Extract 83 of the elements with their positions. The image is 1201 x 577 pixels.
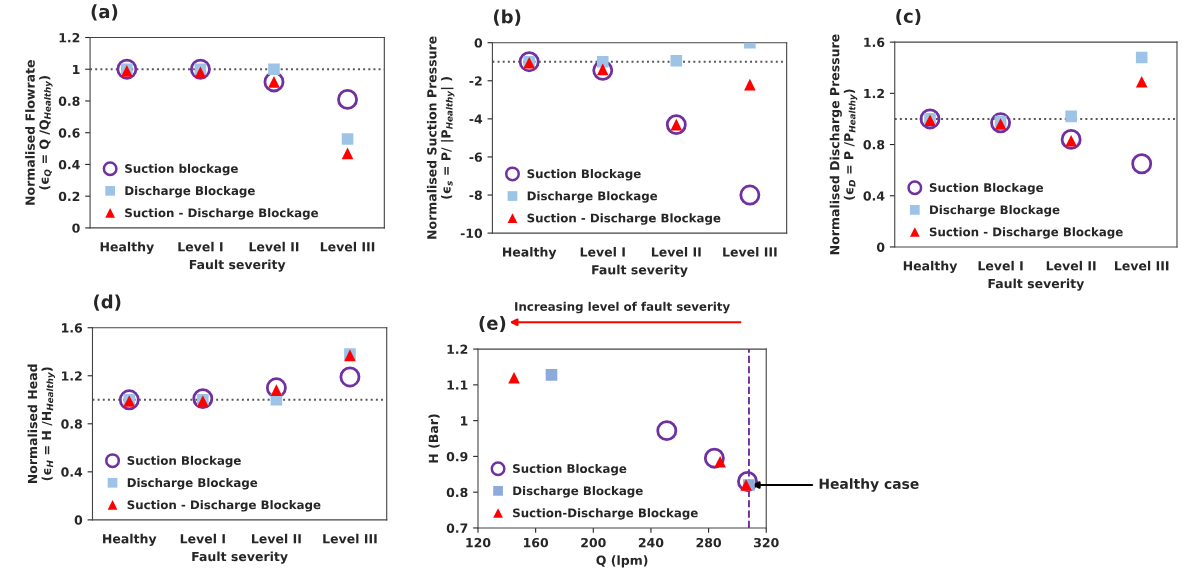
x-tick-label: Level III	[320, 241, 375, 252]
x-tick-label: Level II	[249, 241, 299, 252]
chart-title: (b)	[493, 9, 521, 26]
y-axis-title: Normalised Suction Pressure (ϵ$_{s}$ = P/ |P$_{Healthy}$| )	[426, 36, 455, 239]
x-tick-label: 320	[754, 537, 779, 548]
y-tick-label: 0.7	[446, 523, 468, 533]
y-axis-title: Normalised Head (ϵ$_{H}$ = H /H$_{Healthy}$)	[27, 364, 55, 484]
y-tick-label: -2	[469, 76, 482, 86]
y-tick-label: -10	[460, 228, 483, 239]
chart-title: (d)	[94, 294, 121, 311]
legend-label: Suction - Discharge Blockage	[527, 213, 721, 225]
y-tick-label: 0.8	[61, 419, 82, 429]
legend-label: Discharge Blockage	[527, 191, 658, 203]
chart-title: (a)	[91, 4, 118, 21]
annotation: Healthy case	[819, 478, 919, 492]
x-tick-label: 120	[466, 537, 491, 548]
legend-label: Suction-Discharge Blockage	[513, 508, 698, 520]
y-axis-title: Normalised Flowrate (ϵ$_{Q}$ = Q /Q$_{Healthy}$)	[25, 60, 53, 205]
x-tick-label: Level III	[723, 247, 777, 257]
y-tick-label: 1	[73, 64, 80, 74]
y-axis-title: Normalised Discharge Pressure (ϵ$_{D}$ = P /P$_{Healthy}$)	[829, 34, 858, 255]
legend-label: Suction - Discharge Blockage	[125, 208, 319, 220]
legend-label: Discharge Blockage	[930, 205, 1060, 217]
legend-label: Suction Blockage	[127, 455, 241, 468]
x-tick-label: Level I	[180, 533, 225, 544]
legend-label: Discharge Blockage	[513, 486, 643, 498]
chart-title: (e)	[479, 315, 506, 333]
y-tick-label: -6	[469, 152, 483, 162]
y-tick-label: 0.4	[863, 191, 885, 201]
legend-label: Suction Blockage	[929, 182, 1044, 195]
x-tick-label: Level II	[1046, 260, 1096, 271]
legend-label: Suction Blockage	[527, 169, 641, 181]
x-axis-title: Fault severity	[192, 551, 288, 564]
y-tick-label: 0.6	[58, 128, 80, 138]
x-tick-label: Healthy	[503, 247, 557, 260]
y-tick-label: 0.2	[58, 191, 80, 202]
x-tick-label: Healthy	[100, 241, 154, 254]
x-tick-label: Level I	[580, 247, 625, 257]
y-tick-label: 1.6	[62, 323, 83, 333]
y-tick-label: 0	[72, 223, 80, 233]
y-tick-label: -4	[469, 114, 483, 124]
x-axis-title: Q (lpm)	[596, 555, 648, 568]
x-axis-title: Fault severity	[189, 259, 286, 272]
legend-label: Suction - Discharge Blockage	[127, 500, 321, 512]
y-tick-label: 1.6	[864, 37, 885, 48]
y-axis-title: H (Bar)	[428, 414, 440, 463]
y-tick-label: 1	[460, 416, 468, 426]
y-tick-label: 0.9	[446, 451, 468, 462]
y-tick-label: 0.8	[446, 487, 468, 498]
y-tick-label: 1.2	[62, 371, 82, 381]
legend-label: Discharge Blockage	[125, 185, 255, 198]
x-tick-label: 280	[696, 537, 722, 548]
y-tick-label: 1.1	[447, 380, 468, 390]
text: Increasing level of fault severity	[515, 301, 730, 314]
x-tick-label: Healthy	[903, 260, 958, 274]
y-tick-label: 0.4	[61, 467, 83, 477]
legend-label: Suction blockage	[125, 163, 238, 176]
y-tick-label: 0.8	[58, 96, 80, 106]
x-tick-label: 160	[524, 537, 549, 548]
x-tick-label: Level III	[323, 533, 377, 544]
x-tick-label: 200	[581, 537, 606, 548]
x-axis-title: Fault severity	[988, 278, 1085, 291]
legend-label: Discharge Blockage	[127, 477, 258, 490]
y-tick-label: 1.2	[59, 32, 80, 43]
legend-label: Suction Blockage	[513, 463, 627, 476]
y-tick-label: 0	[74, 515, 83, 525]
y-tick-label: 1.2	[864, 88, 884, 99]
x-axis-title: Fault severity	[592, 264, 688, 277]
x-tick-label: Level II	[252, 533, 301, 544]
x-tick-label: Level II	[651, 247, 701, 257]
y-tick-label: 1.2	[447, 344, 468, 354]
x-tick-label: Level III	[1115, 260, 1169, 271]
y-tick-label: 0	[474, 38, 483, 48]
y-tick-label: -8	[469, 190, 482, 200]
y-tick-label: 0	[876, 242, 885, 252]
x-tick-label: Healthy	[103, 533, 157, 546]
x-tick-label: 240	[638, 537, 664, 548]
y-tick-label: 0.8	[863, 140, 885, 150]
chart-title: (c)	[896, 8, 921, 26]
legend-label: Suction - Discharge Blockage	[929, 227, 1123, 239]
x-tick-label: Level I	[178, 241, 223, 252]
x-tick-label: Level I	[978, 260, 1023, 271]
y-tick-label: 0.4	[58, 159, 80, 170]
